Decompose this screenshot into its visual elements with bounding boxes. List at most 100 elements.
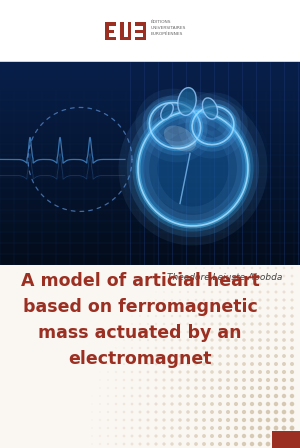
Circle shape (107, 395, 109, 397)
Circle shape (163, 339, 165, 341)
Circle shape (274, 338, 278, 342)
Circle shape (171, 323, 173, 325)
Circle shape (178, 370, 182, 374)
Circle shape (139, 323, 141, 325)
Circle shape (282, 298, 286, 302)
Circle shape (154, 370, 158, 374)
Circle shape (234, 394, 238, 398)
Circle shape (146, 402, 149, 405)
Circle shape (194, 434, 198, 438)
Circle shape (210, 426, 214, 430)
Circle shape (250, 370, 254, 374)
Circle shape (154, 410, 158, 414)
Circle shape (226, 434, 230, 438)
Circle shape (226, 314, 230, 318)
Ellipse shape (138, 111, 248, 226)
Circle shape (147, 362, 149, 366)
Circle shape (242, 323, 246, 326)
Circle shape (145, 113, 245, 214)
Circle shape (203, 283, 205, 285)
Circle shape (274, 426, 278, 431)
Circle shape (195, 283, 197, 285)
Circle shape (186, 346, 190, 349)
Circle shape (290, 402, 294, 406)
Circle shape (210, 410, 214, 414)
Circle shape (274, 410, 278, 414)
Circle shape (266, 346, 270, 350)
Circle shape (226, 330, 230, 334)
Circle shape (178, 379, 182, 382)
Circle shape (202, 370, 206, 374)
Circle shape (218, 434, 222, 438)
Circle shape (266, 402, 270, 406)
Circle shape (266, 338, 270, 342)
Circle shape (123, 339, 125, 341)
Circle shape (91, 443, 93, 445)
Circle shape (202, 323, 206, 326)
Circle shape (226, 402, 230, 406)
Circle shape (123, 387, 125, 389)
Circle shape (155, 323, 157, 325)
Circle shape (170, 362, 173, 366)
Circle shape (194, 426, 198, 430)
Circle shape (274, 306, 278, 310)
Circle shape (123, 331, 125, 333)
Text: Theodore Lejuste Abobda: Theodore Lejuste Abobda (167, 272, 282, 281)
Circle shape (179, 299, 181, 301)
Circle shape (170, 426, 174, 430)
Bar (105, 22, 116, 26)
Circle shape (250, 283, 254, 285)
Circle shape (147, 315, 149, 317)
Circle shape (147, 331, 149, 333)
Bar (135, 30, 144, 33)
Circle shape (282, 434, 286, 439)
Ellipse shape (161, 103, 173, 120)
Circle shape (226, 394, 230, 398)
Circle shape (291, 283, 293, 285)
Circle shape (258, 370, 262, 374)
Bar (105, 30, 114, 33)
Circle shape (227, 275, 229, 277)
Circle shape (258, 442, 262, 446)
Circle shape (162, 435, 166, 438)
Circle shape (251, 275, 253, 277)
Circle shape (130, 403, 134, 405)
Circle shape (99, 387, 101, 389)
Circle shape (290, 394, 294, 398)
Bar (135, 36, 146, 40)
Circle shape (155, 347, 157, 349)
Circle shape (107, 371, 109, 373)
Ellipse shape (178, 88, 196, 116)
Circle shape (139, 355, 141, 357)
Circle shape (210, 434, 214, 438)
Circle shape (274, 394, 278, 398)
Bar (272, 431, 300, 448)
Circle shape (290, 306, 294, 310)
Circle shape (171, 283, 173, 285)
Circle shape (115, 419, 117, 421)
Circle shape (274, 402, 278, 406)
Circle shape (187, 267, 189, 269)
Circle shape (154, 355, 158, 358)
Circle shape (234, 323, 238, 326)
Circle shape (139, 370, 141, 373)
Circle shape (139, 347, 141, 349)
Circle shape (283, 290, 286, 293)
Circle shape (194, 394, 198, 398)
Circle shape (267, 267, 269, 269)
Circle shape (234, 442, 238, 446)
Circle shape (203, 267, 205, 269)
Circle shape (194, 362, 198, 366)
Circle shape (202, 378, 206, 382)
Circle shape (171, 307, 173, 309)
Circle shape (282, 362, 286, 366)
Text: ÉDITIONS
UNIVERSITAIRES
EUROPÉENNES: ÉDITIONS UNIVERSITAIRES EUROPÉENNES (151, 20, 186, 36)
Circle shape (218, 338, 222, 342)
Circle shape (163, 331, 165, 333)
Circle shape (210, 442, 214, 446)
Circle shape (234, 362, 238, 366)
Circle shape (107, 443, 109, 445)
Circle shape (218, 418, 222, 422)
Circle shape (242, 314, 246, 318)
Circle shape (194, 386, 198, 390)
